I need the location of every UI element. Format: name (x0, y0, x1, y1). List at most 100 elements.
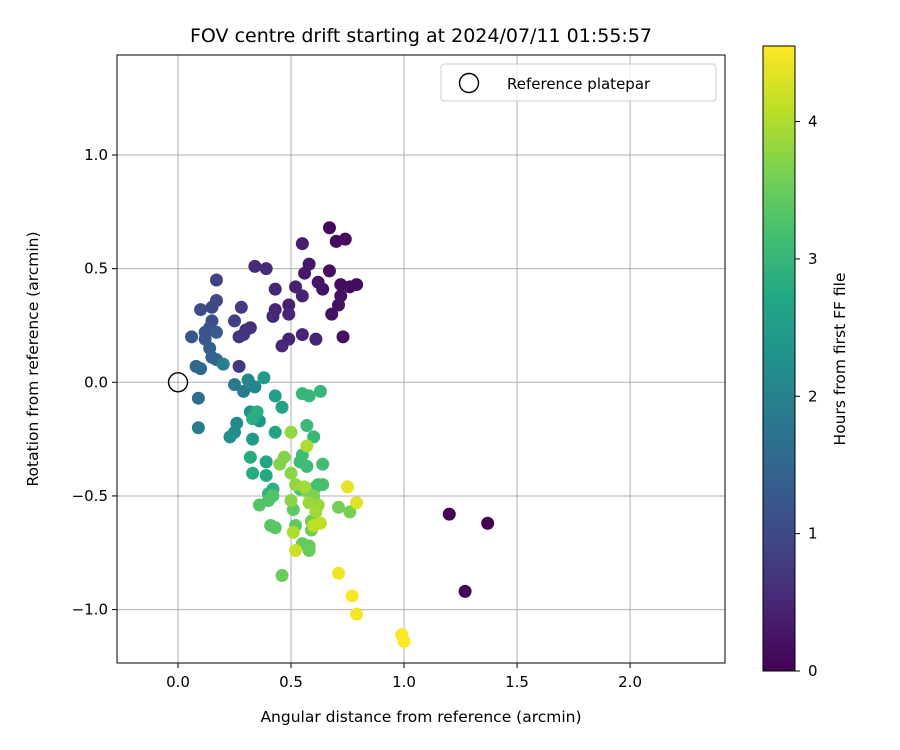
scatter-point (332, 566, 346, 580)
scatter-point (350, 278, 364, 292)
scatter-point (268, 389, 282, 403)
scatter-point (259, 468, 273, 482)
scatter-point (246, 432, 260, 446)
scatter-point (259, 455, 273, 469)
x-tick-label: 0.5 (279, 673, 303, 691)
colorbar: 0 1 2 3 4 Hours from first FF file (762, 45, 849, 680)
scatter-point (273, 457, 287, 471)
scatter-point (248, 380, 262, 394)
scatter-point (284, 493, 298, 507)
scatter-point (458, 584, 472, 598)
colorbar-tick-label: 3 (808, 250, 818, 268)
x-axis-ticks: 0.0 0.5 1.0 1.5 2.0 (166, 663, 642, 691)
scatter-point (252, 498, 266, 512)
scatter-point (289, 280, 303, 294)
y-tick-label: 0.0 (84, 373, 108, 391)
scatter-point (246, 412, 260, 426)
y-axis-label: Rotation from reference (arcmin) (24, 231, 42, 486)
scatter-point (302, 389, 316, 403)
scatter-point (289, 543, 303, 557)
scatter-point (316, 282, 330, 296)
colorbar-tick-label: 2 (808, 387, 818, 405)
scatter-point (275, 339, 289, 353)
scatter-point (322, 264, 336, 278)
scatter-point (300, 439, 314, 453)
scatter-point (223, 430, 237, 444)
scatter-point (259, 262, 273, 276)
scatter-point (228, 314, 242, 328)
scatter-point (237, 384, 251, 398)
y-tick-label: −0.5 (72, 487, 108, 505)
scatter-point (336, 330, 350, 344)
scatter-point (322, 221, 336, 235)
scatter-point (316, 478, 330, 492)
chart-title: FOV centre drift starting at 2024/07/11 … (190, 25, 652, 47)
scatter-point (300, 418, 314, 432)
legend: Reference platepar (440, 63, 717, 102)
scatter-point (248, 259, 262, 273)
scatter-point (286, 525, 300, 539)
scatter-point (284, 466, 298, 480)
scatter-point (185, 330, 199, 344)
y-tick-label: −1.0 (72, 601, 108, 619)
scatter-point (341, 480, 355, 494)
scatter-point (298, 266, 312, 280)
scatter-point (350, 496, 364, 510)
scatter-point (343, 505, 357, 519)
scatter-point (209, 325, 223, 339)
scatter-point (205, 300, 219, 314)
scatter-point (309, 505, 323, 519)
x-tick-label: 1.5 (505, 673, 529, 691)
scatter-point (300, 459, 314, 473)
scatter-point (442, 507, 456, 521)
scatter-point (268, 282, 282, 296)
grid (117, 55, 725, 663)
scatter-point (307, 430, 321, 444)
scatter-point (345, 589, 359, 603)
colorbar-tick-label: 1 (808, 525, 818, 543)
scatter-point (298, 480, 312, 494)
scatter-point (191, 391, 205, 405)
colorbar-gradient (762, 45, 796, 672)
scatter-point (316, 457, 330, 471)
reference-platepar-marker (167, 372, 189, 393)
scatter-point (237, 328, 251, 342)
x-tick-label: 2.0 (618, 673, 642, 691)
scatter-point (481, 516, 495, 530)
scatter-point (194, 362, 208, 376)
scatter-point (313, 384, 327, 398)
y-tick-label: 1.0 (84, 146, 108, 164)
scatter-point (268, 521, 282, 535)
scatter-point (313, 516, 327, 530)
scatter-point (282, 298, 296, 312)
scatter-point (284, 425, 298, 439)
legend-box (440, 63, 717, 102)
scatter-point (234, 300, 248, 314)
colorbar-label: Hours from first FF file (831, 273, 849, 446)
scatter-point (257, 371, 271, 385)
scatter-point (228, 378, 242, 392)
scatter-point (209, 273, 223, 287)
scatter-point (309, 332, 323, 346)
y-tick-label: 0.5 (84, 260, 108, 278)
scatter-point (191, 421, 205, 435)
scatter-point (302, 543, 316, 557)
scatter-point (295, 237, 309, 251)
plot-frame (116, 54, 726, 664)
legend-marker (458, 72, 480, 94)
y-axis-ticks: −1.0 −0.5 0.0 0.5 1.0 (72, 146, 117, 619)
scatter-point (332, 298, 346, 312)
scatter-point (194, 303, 208, 317)
scatter-point (397, 634, 411, 648)
colorbar-tick-label: 4 (808, 113, 818, 131)
x-axis-label: Angular distance from reference (arcmin) (260, 708, 581, 726)
colorbar-tick-label: 0 (808, 662, 818, 680)
scatter-point (295, 289, 309, 303)
scatter-point (325, 307, 339, 321)
x-tick-label: 1.0 (392, 673, 416, 691)
scatter-point (295, 328, 309, 342)
scatter-point (275, 568, 289, 582)
scatter-point (275, 400, 289, 414)
scatter-point (332, 500, 346, 514)
